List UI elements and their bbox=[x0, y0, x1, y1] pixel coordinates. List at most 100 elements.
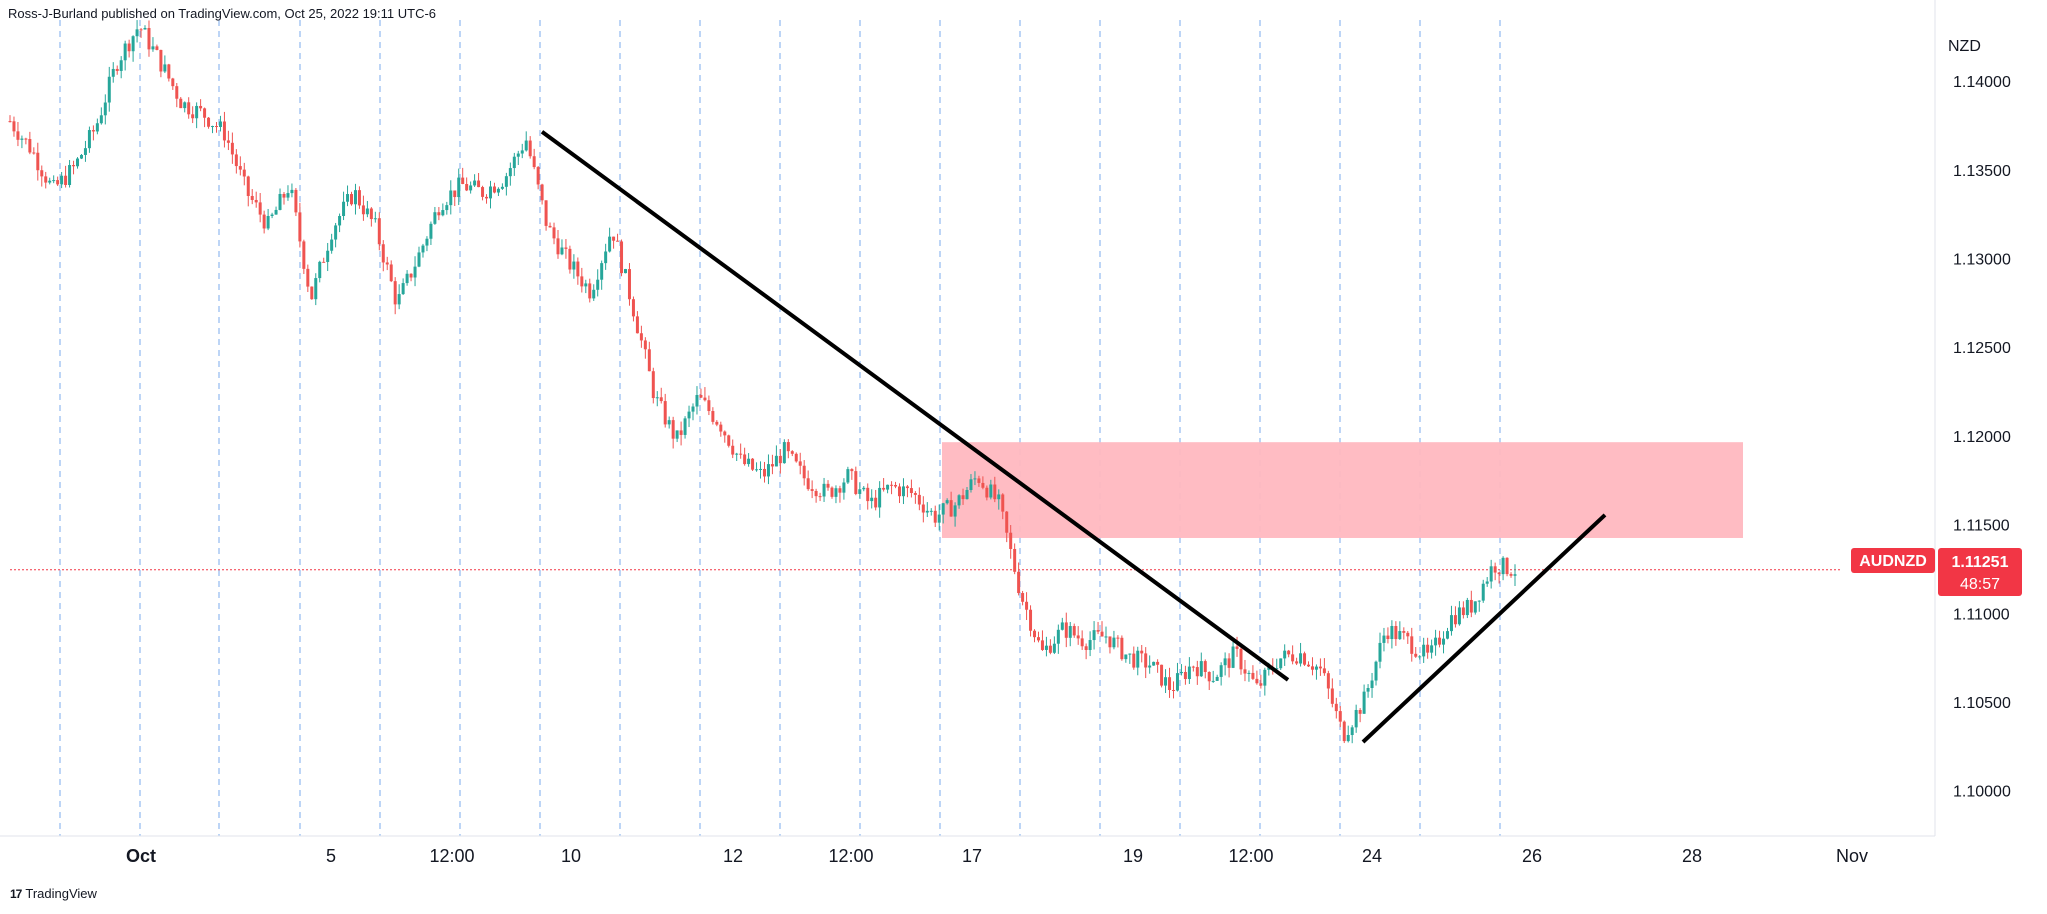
candle-body bbox=[52, 180, 56, 182]
candle-body bbox=[346, 194, 350, 202]
candle bbox=[346, 185, 350, 207]
candle-body bbox=[369, 208, 373, 220]
price-axis[interactable]: NZD 1.14000 1.13500 1.13000 1.12500 1.12… bbox=[1948, 38, 2011, 801]
candle-body bbox=[1021, 593, 1025, 602]
candle bbox=[457, 168, 461, 206]
candle bbox=[1021, 590, 1025, 606]
candle bbox=[905, 484, 909, 498]
candle bbox=[1128, 653, 1132, 664]
candle bbox=[477, 173, 481, 188]
candle bbox=[651, 367, 655, 404]
candle-body bbox=[913, 493, 917, 495]
candle bbox=[171, 77, 175, 90]
candle bbox=[536, 165, 540, 190]
candle bbox=[520, 143, 524, 159]
candle bbox=[1068, 621, 1072, 647]
candle-body bbox=[1064, 622, 1068, 638]
candle bbox=[218, 115, 222, 132]
candle-body bbox=[925, 510, 929, 513]
candle bbox=[449, 180, 453, 215]
candle bbox=[1358, 708, 1362, 723]
tradingview-footer[interactable]: 17 TradingView bbox=[10, 886, 97, 901]
candle-body bbox=[965, 489, 969, 500]
candle-body bbox=[1231, 646, 1235, 668]
candle-body bbox=[1005, 511, 1009, 533]
time-tick-label: 17 bbox=[962, 846, 982, 866]
candle bbox=[56, 176, 60, 187]
candle bbox=[703, 387, 707, 402]
price-tick-label: 1.11000 bbox=[1953, 606, 2010, 623]
candle bbox=[350, 191, 354, 206]
candle bbox=[917, 487, 921, 511]
candle-body bbox=[278, 193, 282, 210]
candle-body bbox=[691, 406, 695, 412]
candle-body bbox=[214, 126, 218, 128]
candle-body bbox=[639, 333, 643, 341]
candle bbox=[675, 430, 679, 443]
candle-body bbox=[1040, 640, 1044, 650]
candle-body bbox=[1128, 653, 1132, 655]
time-axis[interactable]: Oct 5 12:00 10 12 12:00 17 19 12:00 24 2… bbox=[126, 846, 1868, 866]
candle-body bbox=[258, 202, 262, 215]
uptrend-line[interactable] bbox=[1361, 513, 1607, 744]
candle-body bbox=[1025, 601, 1029, 610]
candle bbox=[28, 131, 32, 155]
candle-body bbox=[1449, 615, 1453, 632]
candle bbox=[874, 489, 878, 511]
candle bbox=[199, 99, 203, 112]
candle-body bbox=[397, 294, 401, 305]
candle bbox=[1263, 667, 1267, 696]
candle bbox=[143, 25, 147, 30]
time-tick-label: 5 bbox=[326, 846, 336, 866]
downtrend-line[interactable] bbox=[540, 130, 1290, 682]
candle-body bbox=[1033, 630, 1037, 638]
candle bbox=[977, 475, 981, 487]
candle bbox=[1036, 631, 1040, 643]
candle bbox=[806, 470, 810, 491]
candle bbox=[1346, 725, 1350, 743]
candle bbox=[953, 502, 957, 527]
candle-body bbox=[115, 68, 119, 71]
candle-body bbox=[1295, 661, 1299, 664]
candle-body bbox=[155, 46, 159, 50]
candle-body bbox=[445, 205, 449, 211]
candle-body bbox=[1092, 630, 1096, 641]
candle bbox=[822, 477, 826, 502]
candle-body bbox=[230, 142, 234, 155]
candle bbox=[1291, 645, 1295, 665]
candle bbox=[612, 236, 616, 249]
candle-body bbox=[1418, 656, 1422, 658]
time-tick-label: 28 bbox=[1682, 846, 1702, 866]
candle-body bbox=[139, 29, 143, 31]
candle bbox=[584, 279, 588, 294]
candle bbox=[20, 135, 24, 149]
candle-body bbox=[969, 479, 973, 490]
candle bbox=[1449, 605, 1453, 636]
candle-body bbox=[44, 176, 48, 183]
last-price-badge[interactable]: AUDNZD 1.11251 48:57 bbox=[1851, 548, 2022, 596]
candle bbox=[1497, 571, 1501, 584]
candle-body bbox=[246, 176, 250, 196]
candle bbox=[1382, 627, 1386, 652]
candle-body bbox=[1334, 703, 1338, 712]
candle-body bbox=[79, 154, 83, 159]
resistance-zone[interactable] bbox=[942, 442, 1743, 538]
candle bbox=[1303, 651, 1307, 666]
candle-body bbox=[743, 454, 747, 465]
candle bbox=[342, 191, 346, 221]
candle bbox=[1354, 704, 1358, 733]
candle bbox=[604, 243, 608, 270]
candle bbox=[401, 278, 405, 295]
candle-body bbox=[91, 130, 95, 132]
candle bbox=[1231, 641, 1235, 669]
candle-body bbox=[254, 199, 258, 203]
candle bbox=[1029, 605, 1033, 637]
candle-body bbox=[1211, 680, 1215, 682]
candle bbox=[417, 246, 421, 268]
candle bbox=[310, 286, 314, 300]
candle bbox=[159, 49, 163, 78]
candle bbox=[830, 486, 834, 499]
candle bbox=[667, 416, 671, 429]
candle-body bbox=[187, 102, 191, 115]
